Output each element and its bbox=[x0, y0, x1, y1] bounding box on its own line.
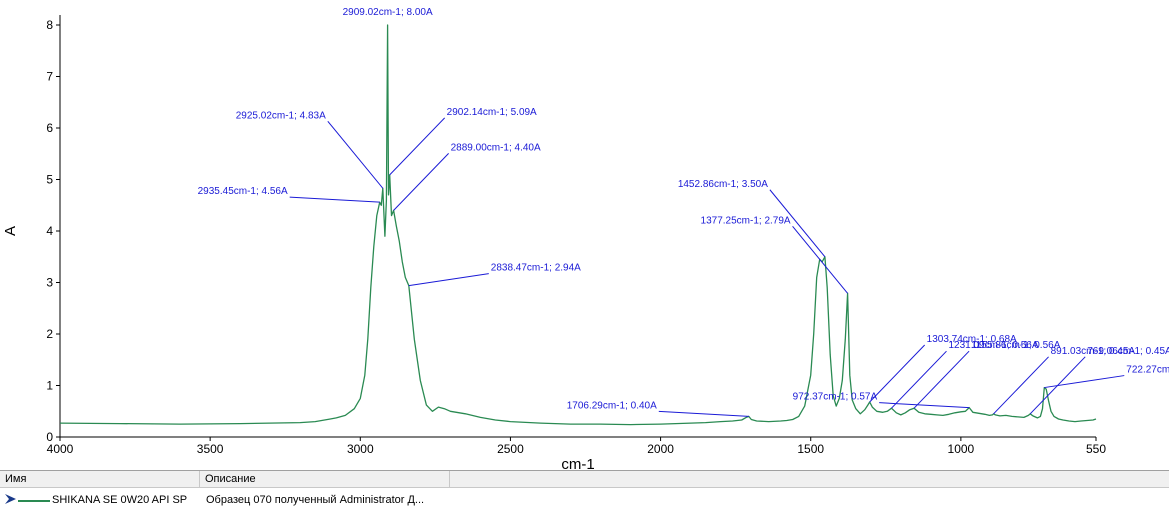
peak-leader-line bbox=[658, 410, 749, 417]
legend-row-name[interactable]: SHIKANA SE 0W20 API SP bbox=[52, 494, 188, 506]
peak-label: 891.03cm-1; 0.45A bbox=[1051, 346, 1136, 357]
peak-leader-line bbox=[891, 350, 947, 409]
legend-header-description[interactable]: Описание bbox=[200, 471, 450, 488]
legend-row-description[interactable]: Образец 070 полученный Administrator Д..… bbox=[206, 494, 425, 506]
peak-leader-line bbox=[1044, 375, 1125, 389]
peak-label: 1231.09cm-1; 0.56A bbox=[948, 340, 1038, 351]
peak-label: 1303.74cm-1; 0.68A bbox=[927, 334, 1017, 345]
x-tick-label: 4000 bbox=[47, 442, 74, 456]
x-axis-title: cm-1 bbox=[561, 456, 594, 470]
x-tick-label: 550 bbox=[1086, 442, 1106, 456]
spectrum-line-series bbox=[59, 24, 1097, 426]
peak-leader-line bbox=[913, 350, 970, 409]
peak-leader-line bbox=[289, 196, 380, 203]
y-tick-label: 3 bbox=[46, 276, 53, 290]
y-tick-label: 4 bbox=[46, 224, 53, 238]
x-tick-label: 3000 bbox=[347, 442, 374, 456]
spectrum-plot-svg: 4000 3500 3000 2500 2000 1500 1000 550 0 1 2 3 4 5 6 7 8… bbox=[2, 7, 1169, 470]
y-tick-label: 8 bbox=[46, 18, 53, 32]
peak-label: 2925.02cm-1; 4.83A bbox=[236, 110, 326, 121]
peak-label: 2889.00cm-1; 4.40A bbox=[451, 142, 541, 153]
peak-leader-line bbox=[993, 356, 1049, 415]
peak-label: 1155.86cm-1; 0.56A bbox=[971, 340, 1061, 351]
peak-leader-line bbox=[327, 120, 384, 189]
peak-leader-line bbox=[393, 153, 449, 211]
peak-label: 972.37cm-1; 0.57A bbox=[793, 392, 878, 403]
spectrum-chart: 4000 3500 3000 2500 2000 1500 1000 550 0 1 2 3 4 5 6 7 8… bbox=[2, 7, 1169, 470]
legend-header-name[interactable]: Имя bbox=[0, 471, 200, 488]
x-tick-label: 3500 bbox=[197, 442, 224, 456]
y-tick-label: 2 bbox=[46, 327, 53, 341]
peak-label: 769.06cm-1; 0.45A bbox=[1087, 346, 1169, 357]
peak-label: 1377.25cm-1; 2.79A bbox=[701, 215, 791, 226]
x-tick-label: 2500 bbox=[497, 442, 524, 456]
series-color-swatch bbox=[18, 500, 50, 502]
y-tick-label: 5 bbox=[46, 173, 53, 187]
legend-header-filler bbox=[450, 471, 1169, 488]
y-tick-label: 1 bbox=[46, 379, 53, 393]
y-axis-title: A bbox=[2, 226, 19, 236]
peak-leader-line bbox=[792, 225, 848, 294]
peak-leader-line bbox=[389, 117, 446, 176]
x-tick-label: 2000 bbox=[647, 442, 674, 456]
peak-label: 722.27cm-1; 0.96A bbox=[1126, 365, 1169, 376]
peak-label: 1706.29cm-1; 0.40A bbox=[567, 400, 657, 411]
peak-leader-line bbox=[408, 273, 489, 287]
legend-table[interactable]: Имя Описание SHIKANA SE 0W20 API SP Обра… bbox=[0, 470, 1169, 508]
peak-leader-line bbox=[879, 402, 970, 409]
selected-row-arrow-icon bbox=[5, 494, 16, 504]
peak-label: 2902.14cm-1; 5.09A bbox=[447, 107, 537, 118]
y-tick-label: 7 bbox=[46, 70, 53, 84]
x-tick-label: 1000 bbox=[948, 442, 975, 456]
peak-leader-line bbox=[769, 189, 826, 258]
peak-label: 2838.47cm-1; 2.94A bbox=[491, 263, 581, 274]
x-tick-label: 1500 bbox=[797, 442, 824, 456]
peak-label: 1452.86cm-1; 3.50A bbox=[678, 179, 768, 190]
y-tick-label: 6 bbox=[46, 121, 53, 135]
peak-label: 2935.45cm-1; 4.56A bbox=[198, 186, 288, 197]
y-tick-label: 0 bbox=[46, 430, 53, 444]
peak-leader-line bbox=[869, 344, 926, 403]
peak-label: 2909.02cm-1; 8.00A bbox=[343, 7, 433, 18]
